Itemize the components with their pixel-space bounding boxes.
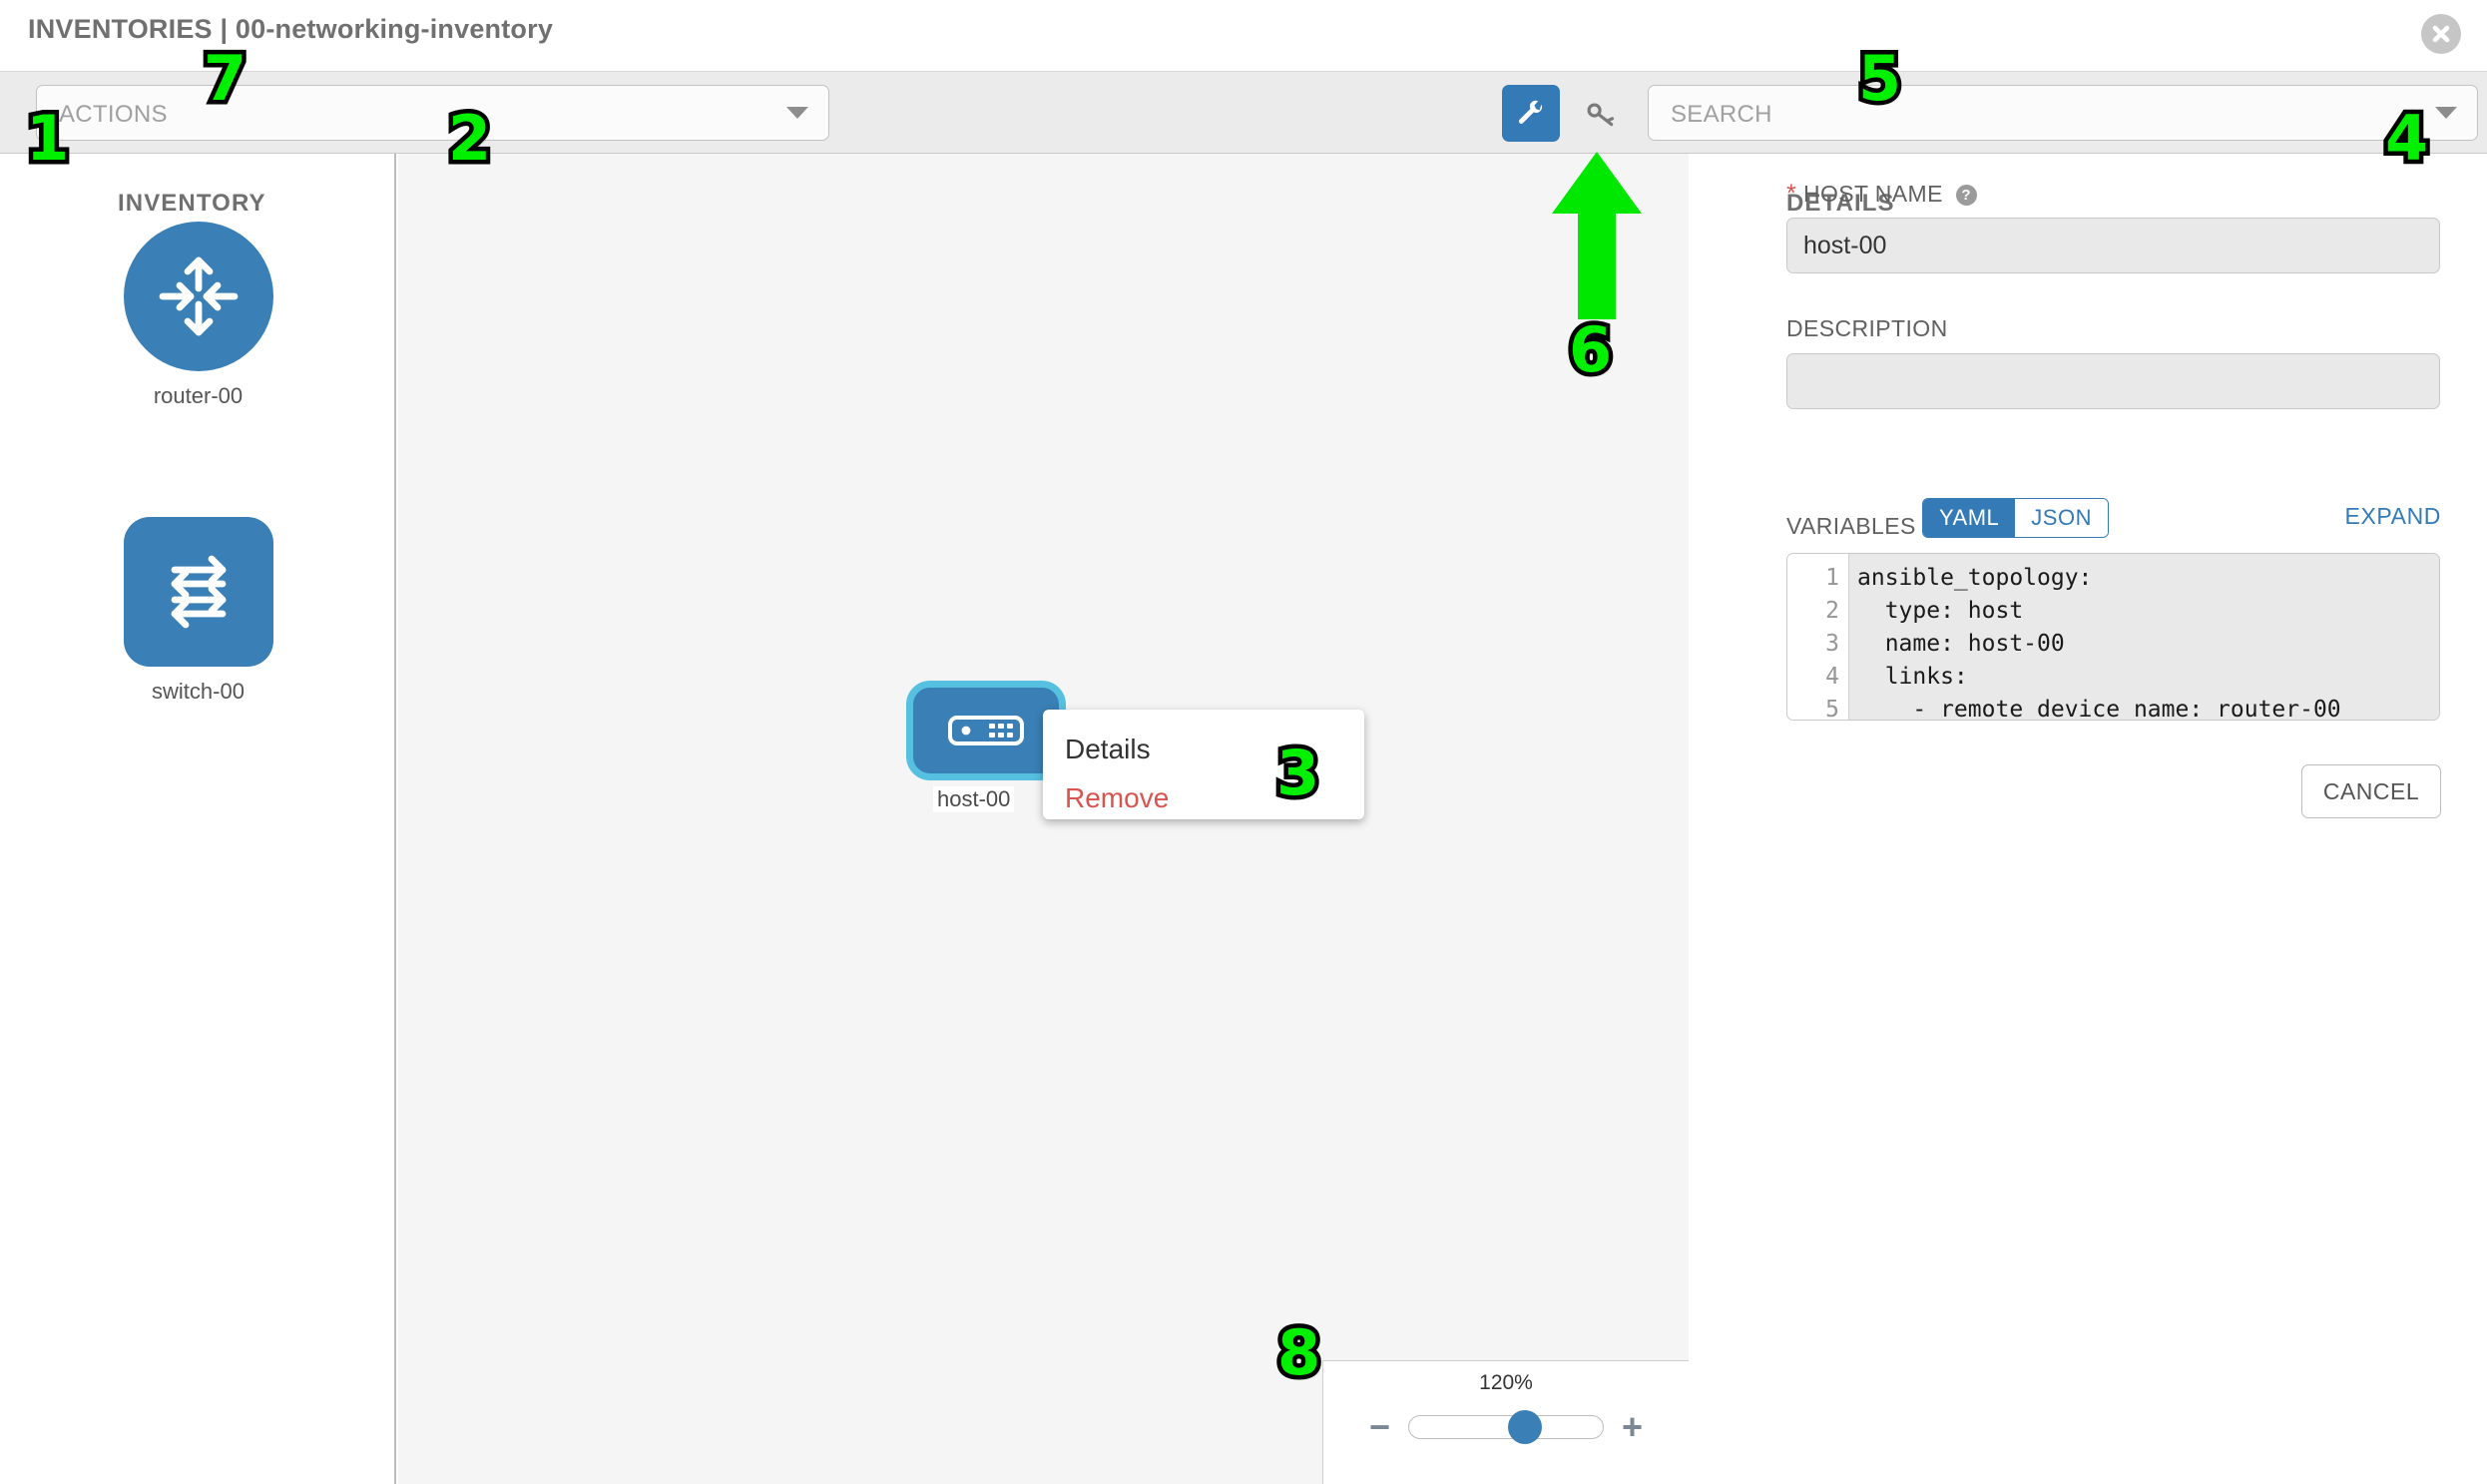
server-icon — [906, 681, 1066, 780]
code-line-number: 2 — [1825, 598, 1839, 624]
description-label: DESCRIPTION — [1786, 315, 1948, 341]
inventory-sidebar: INVENTORY router-00 — [0, 154, 396, 1484]
context-menu-remove[interactable]: Remove — [1065, 782, 1170, 813]
variables-format-toggle: YAML JSON — [1922, 498, 2109, 538]
format-yaml-button[interactable]: YAML — [1923, 499, 2016, 537]
topology-node-label: host-00 — [933, 786, 1015, 812]
zoom-in-button[interactable]: + — [1622, 1406, 1644, 1447]
code-line-number: 4 — [1825, 664, 1839, 690]
sidebar-heading: INVENTORY — [118, 190, 266, 217]
topology-node-host-00[interactable]: host-00 — [906, 681, 1066, 812]
sidebar-item-router-00[interactable]: router-00 — [0, 222, 396, 409]
search-input[interactable]: SEARCH — [1648, 85, 2478, 141]
zoom-slider-row: − + — [1323, 1409, 1689, 1445]
chevron-down-icon — [2435, 107, 2457, 119]
code-line-number: 3 — [1825, 631, 1839, 657]
switch-icon — [123, 517, 273, 667]
host-name-label-text: HOST NAME — [1802, 181, 1943, 207]
sidebar-item-switch-00[interactable]: switch-00 — [0, 517, 396, 705]
code-line: type: host — [1857, 598, 2024, 624]
window-titlebar: INVENTORIES | 00-networking-inventory — [0, 0, 2487, 72]
actions-dropdown[interactable]: ACTIONS — [36, 85, 829, 141]
chevron-down-icon — [786, 107, 808, 119]
code-line-number: 5 — [1825, 697, 1839, 721]
zoom-percent-label: 120% — [1479, 1371, 1533, 1394]
format-json-button[interactable]: JSON — [2015, 499, 2108, 537]
code-line-number: 1 — [1825, 565, 1839, 591]
details-heading: DETAILS — [1786, 190, 1895, 217]
toolbar: ACTIONS SEARCH — [0, 72, 2487, 154]
context-menu-details[interactable]: Details — [1065, 734, 1151, 764]
node-context-menu: Details Remove — [1043, 710, 1364, 819]
search-placeholder: SEARCH — [1671, 101, 1772, 128]
sidebar-item-label: router-00 — [153, 383, 244, 408]
code-line: ansible_topology: — [1857, 565, 2093, 591]
help-icon[interactable]: ? — [1955, 185, 1977, 206]
close-icon[interactable] — [2421, 14, 2461, 54]
zoom-control-panel: 120% − + — [1322, 1360, 1689, 1484]
host-name-label: * HOST NAME ? — [1786, 180, 1977, 209]
code-content[interactable]: ansible_topology: type: host name: host-… — [1849, 554, 2439, 720]
cancel-button[interactable]: CANCEL — [2301, 764, 2441, 818]
key-icon[interactable] — [1572, 85, 1630, 142]
variables-label-text: VARIABLES — [1786, 513, 1916, 539]
page-title: INVENTORIES | 00-networking-inventory — [28, 14, 554, 44]
actions-dropdown-label: ACTIONS — [59, 101, 168, 128]
code-line: name: host-00 — [1857, 631, 2065, 657]
router-icon — [123, 222, 273, 371]
code-line: - remote_device_name: router-00 — [1857, 697, 2341, 720]
sidebar-item-label: switch-00 — [152, 679, 245, 704]
code-line: links: — [1857, 664, 1968, 690]
topology-canvas[interactable]: host-00 Details Remove 120% − + — [398, 154, 1689, 1484]
expand-link[interactable]: EXPAND — [2344, 503, 2441, 529]
zoom-slider-thumb[interactable] — [1508, 1410, 1543, 1444]
required-marker: * — [1786, 180, 1797, 208]
host-name-field[interactable]: host-00 — [1786, 218, 2440, 273]
zoom-slider[interactable] — [1408, 1410, 1604, 1444]
wrench-icon[interactable] — [1502, 85, 1560, 142]
details-panel: DETAILS * HOST NAME ? host-00 DESCRIPTIO… — [1691, 154, 2487, 1484]
description-field[interactable] — [1786, 353, 2440, 409]
zoom-out-button[interactable]: − — [1368, 1406, 1390, 1447]
